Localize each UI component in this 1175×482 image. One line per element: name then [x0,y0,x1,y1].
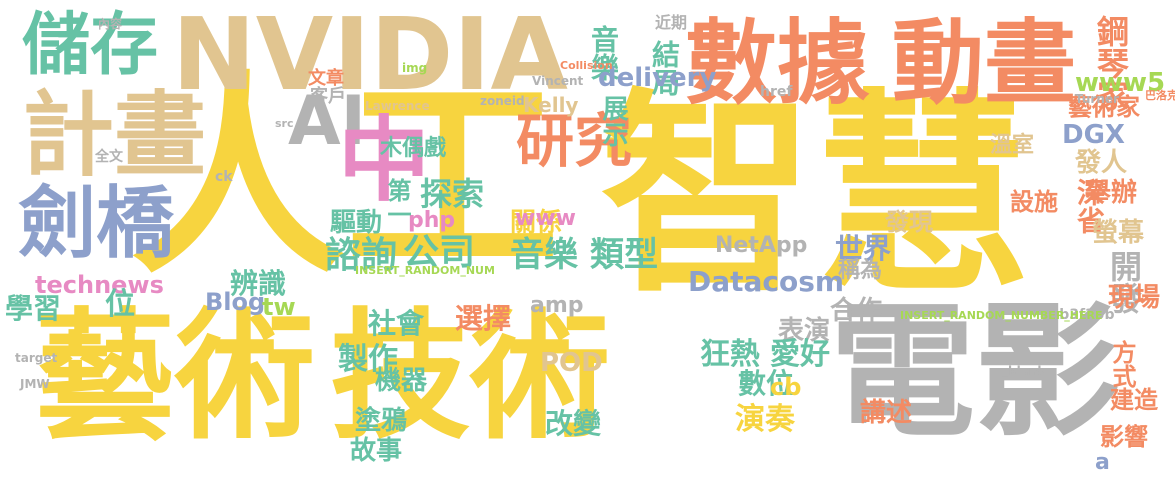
word-wenshi: 溫室 [990,133,1035,158]
word-tw: tw [262,293,296,321]
word-ck: ck [215,169,233,185]
word-yishujia: 藝術家 [1068,93,1140,121]
word-tansuo: 探索 [420,175,485,213]
word-pod: POD [540,348,603,378]
word-jianqiao: 劍橋 [18,179,175,269]
word-yishu: 藝術 [35,296,316,459]
word-yanjiu: 研究 [516,107,633,175]
word-amp: amp [530,293,584,318]
word-delivery: delivery [598,63,717,93]
word-zhizuo: 製作 [338,342,398,377]
word-href: href [760,84,793,100]
word-yinyue2: 音樂 [510,235,578,275]
word-nvidia: NVIDIA [172,0,568,113]
word-sheshi: 設施 [1010,188,1058,216]
word-tuya: 塗鴉 [355,406,408,436]
word-blog: Blog [205,288,266,316]
word-xianchang: 現場 [1108,283,1161,313]
word-bianshi: 辨識 [230,267,287,300]
word-vincent: Vincent [532,74,584,88]
word-kehu: 客戶 [310,86,346,107]
word-chengwei: 稱為 [838,258,883,283]
word-xuanze: 選擇 [455,302,512,335]
word-zhihui: 智慧 [600,70,1030,321]
word-cb: cb [770,373,802,401]
word-shensheng: 深省 [1073,178,1106,234]
word-shuangjiao: 巴洛克 [1145,89,1175,102]
word-jishu: 技術 [330,296,611,459]
word-gongsi: 公司 [403,232,476,273]
word-dgx: DGX [1062,120,1125,150]
word-aihao: 愛好 [770,337,830,372]
word-insert2: INSERT_RANDOM_NUMBER_HERE [900,309,1103,322]
word-shuju: 數據 [685,10,870,117]
word-jihua: 計畫 [22,82,207,189]
word-wei: 位 [105,287,135,322]
word-yanzou: 演奏 [735,402,795,437]
word-jiqi: 機器 [375,366,428,396]
word-zixun: 諮詢 [325,235,398,276]
word-shehui: 社會 [368,307,425,340]
word-jubanzhe: 舉辦 [1085,178,1138,208]
word-kaifa: 開發 [1105,250,1143,314]
word-www: www [515,206,576,231]
word-shijie: 世界 [835,232,892,265]
word-datacosm: Datacosm [688,265,845,298]
word-a: a [1095,450,1110,475]
word-gangqinjia: 鋼琴家 [1092,15,1130,111]
word-neirong: 內容 [98,17,123,31]
word-hezuo: 合作 [830,296,883,326]
word-zhong: 中 [338,107,431,214]
word-a4b: a4b3f35b [1040,307,1115,323]
word-target: target [15,351,58,365]
word-quanwen: 全文 [95,149,123,165]
word-netapp: NetApp [715,233,808,258]
word-technews: technews [35,271,164,299]
word-xuexi: 學習 [5,292,62,325]
word-gaibian: 改變 [545,407,602,440]
word-zoneid: zoneid [480,94,525,108]
word-leixing: 類型 [590,235,658,275]
word-diyi: 第一 [383,178,411,226]
word-gushi: 故事 [350,436,403,466]
word-fangshi: 方式 [1108,340,1136,388]
word-kuangre: 狂熱 [700,337,760,372]
word-qudong: 驅動 [330,208,383,238]
word-src: src [275,117,294,130]
word-jieju: 結局 [648,40,681,96]
word-blank: _blank [1002,364,1046,378]
word-yinyue1: 音樂 [587,25,620,81]
word-turner: Turner [1075,92,1119,106]
word-lawrence: Lawrence [365,99,430,113]
word-biaoyan: 表演 [778,316,831,346]
word-zhanshi: 展示 [598,95,628,147]
word-jianzao: 建造 [1110,386,1158,414]
word-yingxiang: 影響 [1100,423,1148,451]
word-ai: AI [288,82,366,161]
word-yingmu: 螢幕 [1092,218,1145,248]
word-donghua: 動畫 [892,10,1077,117]
word-wenzhang: 文章 [308,68,344,89]
word-faren: 發人 [1075,148,1128,178]
word-shuwei: 數位 [738,367,795,400]
word-insert1: INSERT_RANDOM_NUM [355,264,495,277]
word-guanxi: 關係 [510,208,563,238]
word-jmw: JMW [20,377,50,391]
word-kelly: Kelly [523,93,579,117]
word-chucun: 儲存 [22,6,159,85]
word-jiangshu: 講述 [860,398,913,428]
word-faxian: 發現 [885,208,933,236]
word-muou: 木偶戲 [380,136,447,161]
word-php: php [408,208,456,233]
word-dianying: 電影 [830,288,1120,457]
word-img: img [402,61,428,75]
word-rengong: 人工 [130,52,560,303]
word-jinqi: 近期 [655,13,688,32]
word-www5: www5 [1075,68,1166,98]
word-collision: Collision [560,59,613,72]
